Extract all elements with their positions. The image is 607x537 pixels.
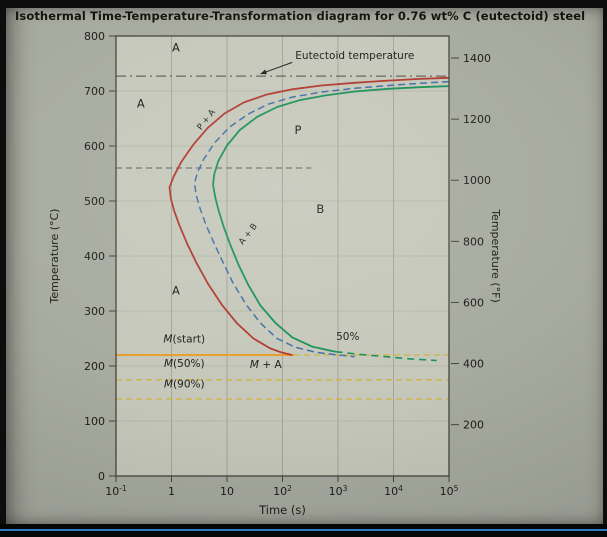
- x-axis-title: Time (s): [258, 503, 306, 517]
- y-tick-label-c: 100: [84, 415, 105, 428]
- y-tick-label-f: 800: [463, 235, 484, 248]
- y-tick-label-f: 400: [463, 358, 484, 371]
- y-tick-label-f: 1400: [463, 52, 491, 65]
- x-tick-label: 1: [168, 485, 175, 498]
- y-tick-label-c: 700: [84, 85, 105, 98]
- annotation-p: P: [295, 123, 302, 137]
- x-tick-label: 10-1: [105, 484, 127, 498]
- y-axis-title-fahrenheit: Temperature (°F): [489, 208, 502, 303]
- y-tick-label-c: 500: [84, 195, 105, 208]
- y-tick-label-f: 600: [463, 296, 484, 309]
- y-tick-label-c: 300: [84, 305, 105, 318]
- figure-title: Isothermal Time-Temperature-Transformati…: [15, 9, 586, 23]
- y-tick-label-c: 200: [84, 360, 105, 373]
- taskbar-accent-line: [0, 529, 607, 531]
- screen-bottom-bezel: [0, 524, 607, 537]
- annotation-m-a: M + A: [250, 359, 283, 371]
- annotation-eutectoid-temperature: Eutectoid temperature: [295, 50, 414, 62]
- y-tick-label-c: 800: [84, 30, 105, 43]
- annotation-a: A: [172, 284, 180, 298]
- annotation-b: B: [316, 202, 324, 216]
- y-tick-label-c: 600: [84, 140, 105, 153]
- y-tick-label-c: 400: [84, 250, 105, 263]
- ttt-diagram-chart: 10-1 1 10 102 103 104 105 0 100 200 300 400 500 600 70…: [48, 30, 502, 517]
- annotation-m-90%: M(90%): [164, 378, 205, 390]
- transformation-end-extrapolated: [335, 350, 437, 362]
- screen: Isothermal Time-Temperature-Transformati…: [6, 8, 603, 524]
- y-tick-label-c: 0: [98, 470, 105, 483]
- fifty-percent-curve: [193, 80, 450, 358]
- x-tick-label: 105: [440, 484, 459, 498]
- x-tick-label: 103: [329, 484, 348, 498]
- x-tick-label: 104: [384, 484, 403, 498]
- x-tick-label: 10: [220, 485, 234, 498]
- transformation-start-curve: [168, 76, 450, 356]
- y-axis-title-celsius: Temperature (°C): [48, 209, 61, 305]
- y-tick-label-f: 1200: [463, 113, 491, 126]
- annotation-a: A: [172, 40, 180, 54]
- annotation-50%: 50%: [336, 331, 359, 343]
- annotation-m-50%: M(50%): [164, 358, 205, 370]
- annotation-a: A: [137, 97, 145, 111]
- y-tick-label-f: 1000: [463, 174, 491, 187]
- transformation-end-curve: [212, 85, 450, 353]
- y-tick-label-f: 200: [463, 419, 484, 432]
- annotation-m-start: M(start): [163, 333, 205, 345]
- x-tick-label: 102: [273, 484, 292, 498]
- annotation-arrowhead: [260, 69, 267, 75]
